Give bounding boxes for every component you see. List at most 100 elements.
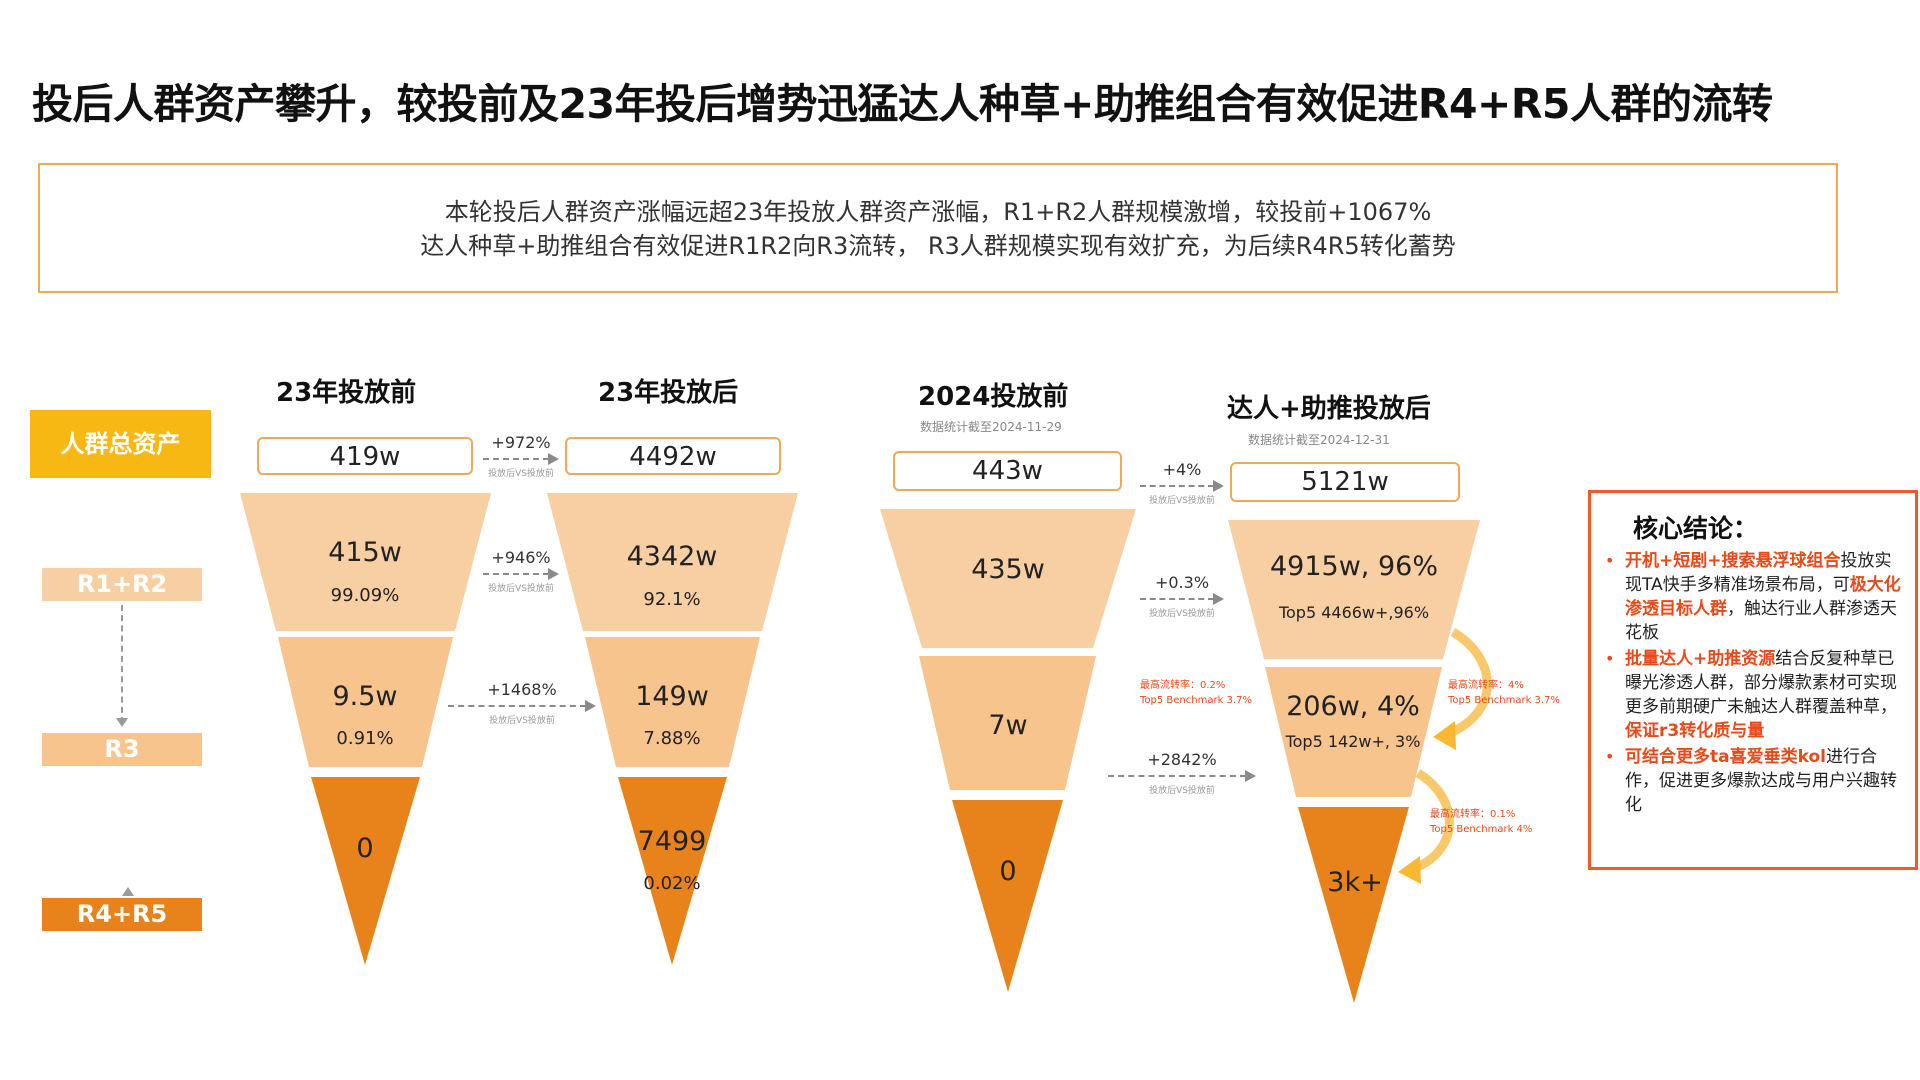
benchmark-r3-left-line1: 最高流转率：0.2%	[1140, 680, 1226, 691]
label-r3: R3	[42, 733, 202, 766]
column-title-24-after: 达人+助推投放后	[1227, 394, 1431, 424]
dashed-arrow-icon	[483, 567, 559, 581]
growth-note-r3-23: 投放后VS投放前	[489, 716, 555, 726]
column-title-23-after: 23年投放后	[598, 378, 739, 408]
r12-share-23-before: 99.09%	[330, 585, 400, 606]
funnel-r3-23-before	[278, 637, 453, 767]
benchmark-r45-right-line1: 最高流转率：0.1%	[1430, 809, 1516, 820]
column-title-23-before: 23年投放前	[276, 378, 417, 408]
funnel-r3-24-before	[919, 656, 1096, 790]
r3-value-24-before: 7w	[988, 710, 1028, 741]
page-title: 投后人群资产攀升，较投前及23年投后增势迅猛达人种草+助推组合有效促进R4+R5…	[32, 80, 1773, 128]
dashed-arrow-icon	[1140, 592, 1224, 606]
funnel-r12-23-before	[240, 493, 491, 631]
benchmark-r45-right: 最高流转率：0.1% Top5 Benchmark 4%	[1430, 807, 1532, 837]
growth-pct-total-24: +4%	[1162, 460, 1202, 479]
total-box-23-before: 419w	[257, 437, 473, 475]
conclusion-item: 批量达人+助推资源结合反复种草已曝光渗透人群，部分爆款素材可实现更多前期硬广未触…	[1605, 647, 1903, 743]
funnel-r12-24-before	[880, 509, 1136, 648]
conclusion-item: 可结合更多ta喜爱垂类kol进行合作，促进更多爆款达成与用户兴趣转化	[1605, 745, 1903, 817]
r3-value-24-after: 206w, 4%	[1286, 691, 1420, 722]
dashed-arrow-icon	[1140, 479, 1224, 493]
summary-box: 本轮投后人群资产涨幅远超23年投放人群资产涨幅，R1+R2人群规模激增，较投前+…	[38, 163, 1838, 293]
r12-value-24-before: 435w	[971, 554, 1045, 585]
r3-value-23-before: 9.5w	[332, 681, 398, 712]
r45-value-23-after: 7499	[637, 826, 707, 857]
r3-share-23-after: 7.88%	[643, 728, 701, 749]
benchmark-r3-right-line2: Top5 Benchmark 3.7%	[1448, 695, 1560, 706]
column-date-24-after: 数据统计截至2024-12-31	[1248, 433, 1390, 447]
total-box-23-after: 4492w	[565, 437, 781, 475]
funnel-r3-24-after	[1265, 667, 1442, 797]
conclusion-item-text: 进行合作，促进更多爆款达成与用户兴趣转化	[1625, 747, 1897, 815]
growth-note-r3-24: 投放后VS投放前	[1149, 786, 1215, 796]
r12-share-23-after: 92.1%	[643, 589, 701, 610]
total-box-24-after: 5121w	[1230, 462, 1460, 502]
r3-share-23-before: 0.91%	[336, 728, 394, 749]
growth-arrow-r3-24: +2842% 投放后VS投放前	[1108, 750, 1256, 796]
funnel-r45-24-before	[952, 800, 1063, 992]
r45-value-24-before: 0	[999, 856, 1017, 887]
benchmark-r45-right-line2: Top5 Benchmark 4%	[1430, 824, 1533, 835]
column-date-24-before: 数据统计截至2024-11-29	[920, 420, 1062, 434]
funnel-r45-23-before	[311, 777, 420, 965]
label-r4-r5: R4+R5	[42, 898, 202, 931]
r12-value-24-after: 4915w, 96%	[1270, 551, 1438, 582]
benchmark-r3-right-line1: 最高流转率：4%	[1448, 680, 1524, 691]
benchmark-r3-left-line2: Top5 Benchmark 3.7%	[1140, 695, 1252, 706]
conclusion-panel: 核心结论： 开机+短剧+搜索悬浮球组合投放实现TA快手多精准场景布局，可极大化渗…	[1588, 490, 1918, 870]
funnel-r12-23-after	[547, 493, 798, 631]
r45-value-24-after: 3k+	[1327, 867, 1383, 898]
growth-arrow-total-24: +4% 投放后VS投放前	[1140, 460, 1224, 506]
r12-value-23-before: 415w	[328, 537, 402, 568]
growth-note-r12-24: 投放后VS投放前	[1149, 609, 1215, 619]
funnel-r3-23-after	[585, 637, 760, 767]
growth-arrow-r12-23: +946% 投放后VS投放前	[483, 548, 559, 594]
conclusion-item-highlight: 批量达人+助推资源	[1625, 649, 1776, 669]
conclusion-item: 开机+短剧+搜索悬浮球组合投放实现TA快手多精准场景布局，可极大化渗透目标人群，…	[1605, 549, 1903, 645]
growth-note-total-23: 投放后VS投放前	[488, 469, 554, 479]
conclusion-item-text-2: ，触达行业人群渗透天花板	[1625, 599, 1897, 643]
label-total-assets: 人群总资产	[30, 410, 211, 478]
dashed-arrow-icon	[448, 699, 596, 713]
growth-arrow-r12-24: +0.3% 投放后VS投放前	[1140, 573, 1224, 619]
column-title-24-before: 2024投放前	[918, 382, 1069, 412]
r3-value-23-after: 149w	[635, 681, 709, 712]
label-r1-r2: R1+R2	[42, 568, 202, 601]
growth-pct-r12-23: +946%	[491, 548, 551, 567]
down-arrow-icon	[116, 718, 128, 727]
summary-line-1: 本轮投后人群资产涨幅远超23年投放人群资产涨幅，R1+R2人群规模激增，较投前+…	[444, 198, 1432, 226]
growth-arrow-total-23: +972% 投放后VS投放前	[483, 433, 559, 479]
flow-arrow-r3-to-r45	[1408, 769, 1454, 875]
conclusion-item-highlight: 开机+短剧+搜索悬浮球组合	[1625, 551, 1841, 571]
flow-arrowhead-r45	[1398, 856, 1421, 884]
funnel-r45-23-after	[618, 777, 727, 965]
summary-line-2: 达人种草+助推组合有效促进R1R2向R3流转， R3人群规模实现有效扩充，为后续…	[420, 232, 1456, 260]
conclusion-list: 开机+短剧+搜索悬浮球组合投放实现TA快手多精准场景布局，可极大化渗透目标人群，…	[1605, 549, 1903, 817]
conclusion-title: 核心结论：	[1633, 514, 1759, 543]
conclusion-item-text: 结合反复种草已曝光渗透人群，部分爆款素材可实现更多前期硬广未触达人群覆盖种草，	[1625, 649, 1897, 717]
growth-pct-total-23: +972%	[491, 433, 551, 452]
flow-arrow-r12-to-r3	[1443, 628, 1492, 740]
r45-share-23-after: 0.02%	[643, 873, 701, 894]
r12-top5-24-after: Top5 4466w+,96%	[1278, 603, 1430, 622]
growth-note-total-24: 投放后VS投放前	[1149, 496, 1215, 506]
dashed-arrow-icon	[1108, 769, 1256, 783]
conclusion-item-highlight-2: 保证r3转化质与量	[1625, 721, 1765, 741]
growth-pct-r3-23: +1468%	[487, 680, 557, 699]
up-arrow-icon	[122, 887, 134, 896]
flow-arrowhead-r3	[1433, 721, 1456, 750]
r12-to-r3-connector	[121, 605, 123, 723]
r45-value-23-before: 0	[356, 833, 374, 864]
growth-pct-r12-24: +0.3%	[1154, 573, 1210, 592]
r3-top5-24-after: Top5 142w+, 3%	[1285, 732, 1421, 751]
benchmark-r3-right: 最高流转率：4% Top5 Benchmark 3.7%	[1448, 678, 1560, 708]
growth-arrow-r3-23: +1468% 投放后VS投放前	[448, 680, 596, 726]
growth-pct-r3-24: +2842%	[1147, 750, 1217, 769]
r12-value-23-after: 4342w	[626, 541, 718, 572]
benchmark-r3-left: 最高流转率：0.2% Top5 Benchmark 3.7%	[1140, 678, 1252, 708]
dashed-arrow-icon	[483, 452, 559, 466]
conclusion-item-highlight-2: 极大化渗透目标人群	[1625, 575, 1901, 619]
conclusion-item-text: 投放实现TA快手多精准场景布局，可	[1625, 551, 1892, 595]
